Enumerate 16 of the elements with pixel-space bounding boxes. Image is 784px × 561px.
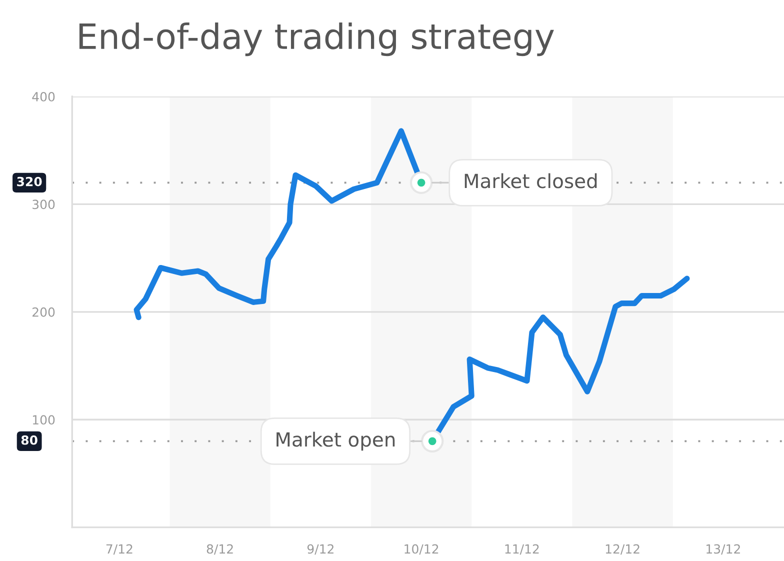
y-tick-label: 400 (32, 92, 55, 102)
x-tick-label: 9/12 (307, 544, 334, 555)
x-tick-label: 13/12 (706, 544, 740, 555)
chart-title: End-of-day trading strategy (79, 22, 554, 56)
x-tick-label: 12/12 (606, 544, 640, 555)
ref-line-label: 80 (21, 435, 38, 445)
y-tick-label: 200 (32, 307, 55, 317)
y-tick-label: 100 (32, 415, 55, 425)
x-tick-label: 11/12 (505, 544, 539, 555)
y-tick-label: 300 (32, 200, 55, 210)
annotation: Market closed (464, 173, 597, 188)
x-tick-label: 8/12 (206, 544, 233, 555)
ref-line-label: 320 (17, 176, 42, 186)
x-tick-label: 10/12 (404, 544, 438, 555)
annotation: Market open (276, 432, 395, 451)
x-tick-label: 7/12 (106, 544, 132, 555)
